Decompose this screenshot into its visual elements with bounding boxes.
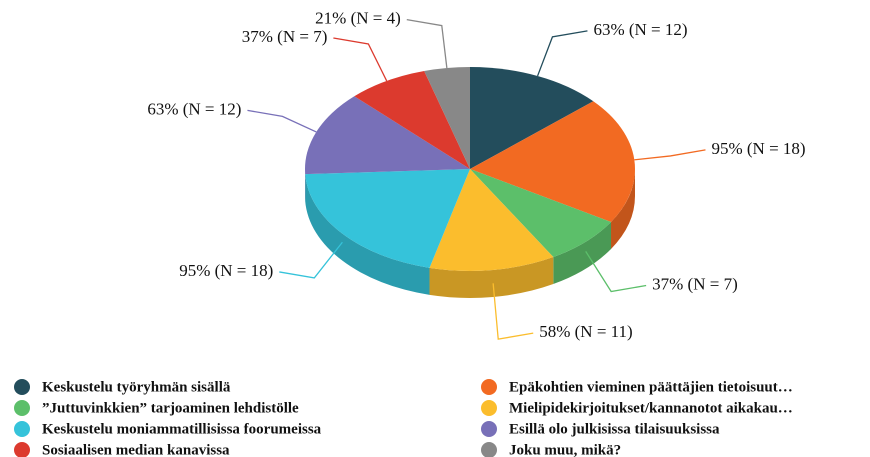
legend-label: Joku muu, mikä? bbox=[509, 442, 621, 457]
slice bbox=[305, 169, 470, 268]
data-label: 37% (N = 7) bbox=[652, 274, 738, 293]
legend-label: ”Juttuvinkkien” tarjoaminen lehdistölle bbox=[42, 400, 299, 416]
slice bbox=[470, 169, 612, 258]
legend-swatch bbox=[481, 421, 497, 437]
legend-label: Sosiaalisen median kanavissa bbox=[42, 442, 230, 457]
slice bbox=[470, 67, 594, 169]
slice-side bbox=[611, 169, 635, 249]
leader-line bbox=[279, 241, 343, 279]
data-label: 58% (N = 11) bbox=[539, 322, 632, 341]
legend-label: Esillä olo julkisissa tilaisuuksissa bbox=[509, 421, 720, 437]
leader-line bbox=[333, 37, 388, 82]
slice bbox=[429, 169, 554, 271]
leader-line bbox=[492, 283, 534, 340]
legend-label: Mielipidekirjoitukset/kannanotot aikakau… bbox=[509, 400, 793, 416]
leader-line bbox=[634, 149, 706, 161]
slice bbox=[470, 101, 635, 222]
slice-side bbox=[305, 174, 430, 295]
legend-swatch bbox=[481, 400, 497, 416]
leader-line bbox=[406, 18, 448, 69]
legend-swatch bbox=[14, 421, 30, 437]
legend-swatch bbox=[14, 442, 30, 457]
slice bbox=[354, 71, 470, 169]
data-label: 63% (N = 12) bbox=[147, 99, 241, 118]
legend-swatch bbox=[481, 379, 497, 395]
slice-side bbox=[429, 257, 554, 298]
legend-label: Keskustelu työryhmän sisällä bbox=[42, 379, 231, 395]
data-label: 95% (N = 18) bbox=[711, 139, 805, 158]
legend-swatch bbox=[14, 379, 30, 395]
slice bbox=[424, 67, 470, 169]
data-label: 37% (N = 7) bbox=[242, 27, 328, 46]
leader-line bbox=[585, 251, 647, 293]
slice-side bbox=[553, 221, 612, 285]
data-label: 95% (N = 18) bbox=[179, 261, 273, 280]
slice bbox=[305, 96, 470, 175]
legend-label: Epäkohtien vieminen päättäjien tietoisuu… bbox=[509, 379, 793, 395]
data-label: 63% (N = 12) bbox=[593, 20, 687, 39]
legend-swatch bbox=[14, 400, 30, 416]
leader-line bbox=[247, 109, 317, 133]
legend-label: Keskustelu moniammatillisissa foorumeiss… bbox=[42, 421, 322, 437]
data-label: 21% (N = 4) bbox=[315, 8, 401, 27]
legend-swatch bbox=[481, 442, 497, 457]
leader-line bbox=[536, 30, 588, 77]
